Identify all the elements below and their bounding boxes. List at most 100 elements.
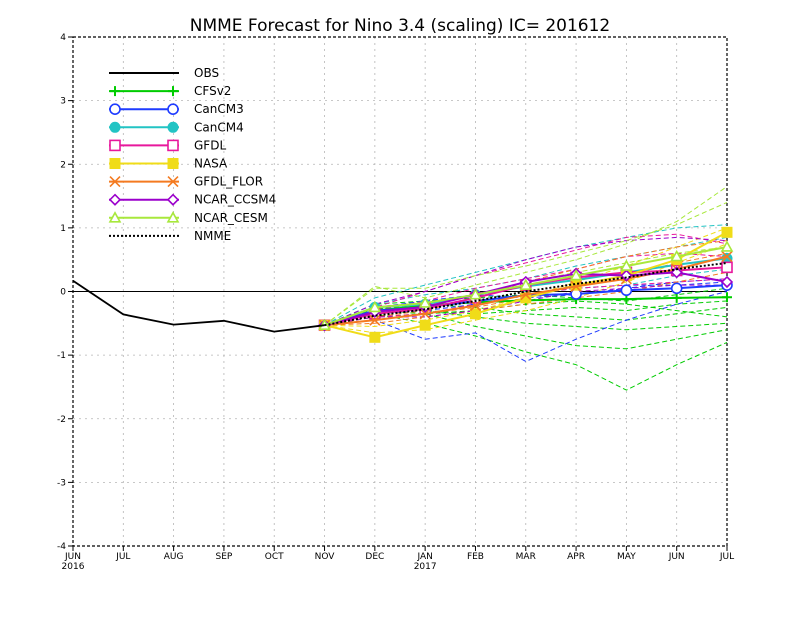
legend-entry: CanCM4: [109, 120, 244, 134]
series-obs: [72, 279, 325, 333]
legend-label: GFDL: [194, 138, 226, 152]
y-tick-label: 3: [60, 97, 66, 107]
ensemble-member-line: [324, 291, 728, 363]
legend-label: NCAR_CCSM4: [194, 193, 276, 207]
legend-entry: GFDL: [109, 138, 226, 152]
dot-marker: [167, 121, 179, 133]
dot-marker: [109, 121, 121, 133]
x-tick-label: OCT: [265, 552, 284, 562]
circle-marker: [620, 284, 633, 297]
legend-label: CFSv2: [194, 84, 231, 98]
triangle-marker: [620, 259, 633, 271]
filled-square-marker: [520, 292, 532, 304]
legend-label: NASA: [194, 157, 228, 171]
x-marker: [520, 289, 532, 301]
legend-label: NMME: [194, 229, 231, 243]
x-tick-label: FEB: [467, 552, 484, 562]
y-tick-label: 1: [60, 224, 66, 234]
series-line: [324, 261, 728, 327]
y-tick-label: -4: [57, 542, 66, 552]
legend-label: GFDL_FLOR: [194, 175, 263, 189]
legend-label: CanCM4: [194, 120, 244, 134]
legend-label: CanCM3: [194, 102, 244, 116]
circle-marker: [109, 103, 121, 115]
ensemble-member-line: [324, 243, 728, 334]
y-tick-label: -1: [57, 351, 66, 361]
filled-square-marker: [109, 158, 121, 169]
diamond-marker: [166, 193, 180, 206]
diamond-marker: [720, 275, 734, 289]
legend-entry: GFDL_FLOR: [109, 175, 263, 189]
ensemble-member-line: [324, 287, 728, 326]
y-tick-label: 0: [60, 288, 66, 298]
x-marker: [369, 314, 381, 326]
legend-label: NCAR_CESM: [194, 211, 268, 225]
x-marker: [167, 176, 179, 188]
legend: OBS CFSv2 CanCM3 CanCM4 GFDL NASA GFDL_FLOR NCA…: [108, 66, 276, 243]
y-tick-label: 2: [60, 160, 66, 170]
ensemble-member-line: [324, 201, 728, 326]
filled-square-marker: [419, 319, 431, 331]
triangle-marker: [519, 278, 533, 290]
y-tick-label: -2: [57, 415, 66, 425]
ensemble-member-line: [324, 233, 728, 326]
series-nmme: [324, 261, 728, 327]
series-line: [72, 279, 325, 333]
x-tick-label: JUN: [668, 552, 685, 562]
filled-square-marker: [721, 226, 733, 238]
diamond-marker: [108, 193, 122, 206]
x-tick-label: SEP: [216, 552, 233, 562]
y-tick-label: 4: [60, 33, 66, 43]
triangle-marker: [418, 296, 432, 308]
triangle-marker: [469, 288, 482, 300]
x-marker: [109, 176, 121, 188]
x-tick-label: APR: [567, 552, 585, 562]
x-marker: [721, 250, 733, 263]
x-tick-year-label: 2016: [62, 562, 85, 572]
x-marker: [570, 280, 582, 292]
circle-marker: [167, 103, 179, 115]
legend-entry: NASA: [109, 157, 228, 171]
x-tick-label: DEC: [365, 552, 384, 562]
triangle-marker: [368, 300, 382, 313]
series-lines: [72, 226, 734, 343]
x-tick-label: MAR: [516, 552, 536, 562]
circle-marker: [670, 282, 683, 295]
series-ncar-cesm: [318, 240, 734, 331]
ensemble-member-line: [324, 278, 728, 326]
square-marker: [167, 139, 179, 152]
ensemble-member-line: [324, 306, 728, 331]
square-marker: [721, 261, 733, 274]
x-tick-label: JUN: [64, 552, 81, 562]
x-marker: [469, 299, 482, 312]
legend-entry: CanCM3: [109, 102, 244, 116]
x-tick-label: JUL: [719, 552, 734, 562]
legend-entry: NMME: [109, 229, 231, 243]
x-marker: [419, 308, 431, 320]
ensemble-member-line: [324, 303, 728, 326]
legend-label: OBS: [194, 66, 219, 80]
legend-entry: OBS: [109, 66, 219, 80]
legend-entry: NCAR_CESM: [108, 211, 268, 225]
triangle-marker: [166, 211, 180, 223]
triangle-marker: [569, 268, 583, 281]
ensemble-member-line: [324, 236, 728, 326]
chart-title: NMME Forecast for Nino 3.4 (scaling) IC=…: [190, 16, 611, 36]
x-tick-label: MAY: [617, 552, 636, 562]
x-tick-year-label: 2017: [414, 562, 437, 572]
legend-entry: NCAR_CCSM4: [108, 193, 276, 207]
x-tick-label: JAN: [416, 552, 432, 562]
y-tick-label: -3: [57, 478, 66, 488]
triangle-marker: [108, 211, 122, 223]
filled-square-marker: [469, 308, 481, 320]
ensemble-member-line: [324, 186, 728, 326]
x-tick-label: NOV: [315, 552, 336, 562]
square-marker: [109, 139, 121, 152]
triangle-marker: [670, 249, 684, 262]
x-tick-label: JUL: [115, 552, 130, 562]
grid: [73, 37, 727, 546]
filled-square-marker: [167, 158, 179, 169]
triangle-marker: [720, 240, 734, 252]
legend-entry: CFSv2: [109, 84, 231, 98]
